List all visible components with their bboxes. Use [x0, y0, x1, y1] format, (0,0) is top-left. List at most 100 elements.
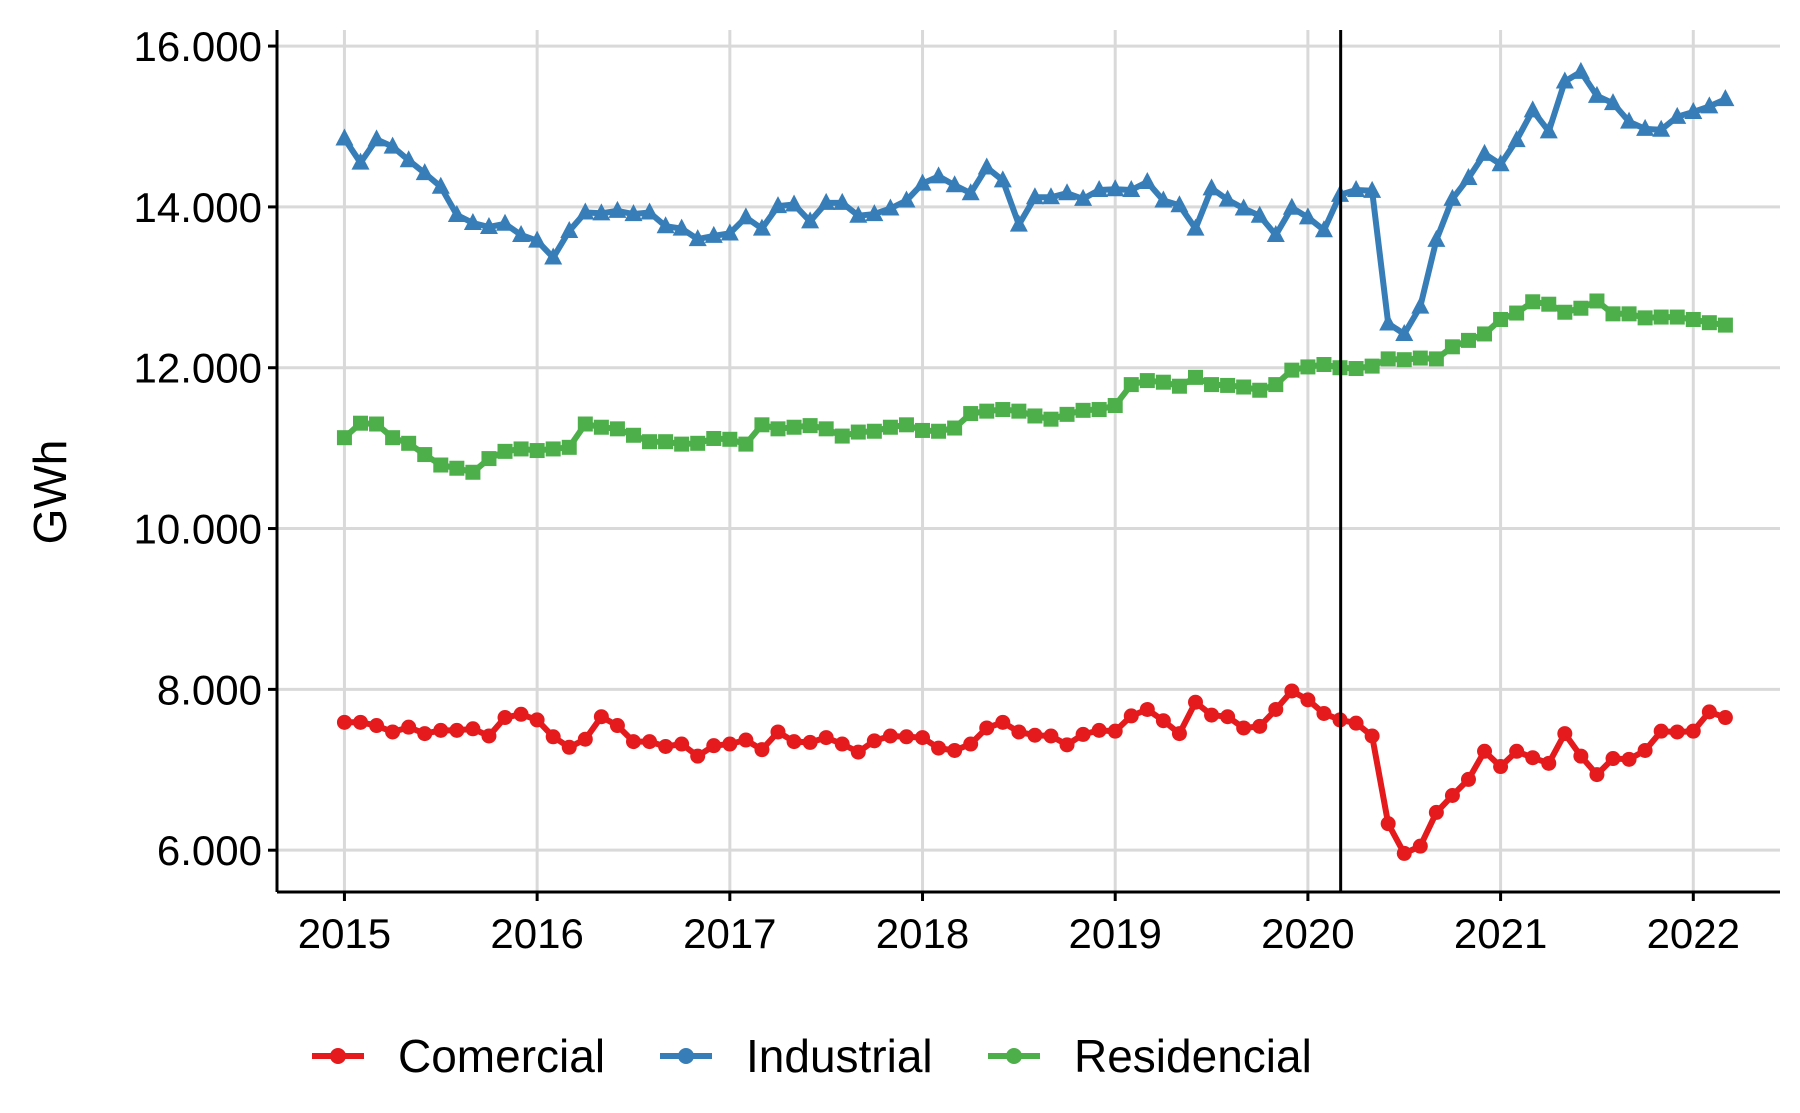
data-point-industrial	[576, 202, 595, 220]
data-point-residencial	[513, 441, 529, 457]
data-point-comercial	[1653, 723, 1669, 739]
data-point-industrial	[1443, 188, 1462, 206]
data-point-industrial	[752, 218, 771, 236]
data-point-industrial	[961, 183, 980, 201]
data-point-residencial	[1685, 311, 1701, 327]
data-point-residencial	[802, 418, 818, 434]
legend-swatch-marker	[330, 1048, 346, 1064]
data-point-industrial	[1507, 130, 1526, 148]
data-point-comercial	[1396, 845, 1412, 861]
data-point-industrial	[367, 129, 386, 147]
data-point-industrial	[720, 223, 739, 241]
data-point-residencial	[642, 434, 658, 450]
data-point-comercial	[417, 726, 433, 742]
data-point-comercial	[1637, 742, 1653, 758]
data-point-comercial	[802, 734, 818, 750]
data-point-industrial	[447, 204, 466, 222]
data-point-comercial	[1252, 718, 1268, 734]
data-point-industrial	[512, 225, 531, 243]
data-point-comercial	[497, 710, 513, 726]
data-point-industrial	[383, 136, 402, 154]
data-point-residencial	[1107, 398, 1123, 414]
data-point-comercial	[995, 714, 1011, 730]
legend-item-comercial: Comercial	[312, 1030, 605, 1082]
data-point-residencial	[1460, 332, 1476, 348]
data-point-industrial	[1379, 313, 1398, 331]
data-point-comercial	[1573, 748, 1589, 764]
data-point-industrial	[592, 203, 611, 221]
data-point-comercial	[369, 718, 385, 734]
data-point-comercial	[1525, 750, 1541, 766]
data-point-industrial	[1234, 198, 1253, 216]
data-point-residencial	[947, 420, 963, 436]
data-point-industrial	[801, 211, 820, 229]
data-point-residencial	[449, 460, 465, 476]
data-point-industrial	[1491, 154, 1510, 172]
data-point-comercial	[1621, 751, 1637, 767]
data-point-comercial	[850, 744, 866, 760]
legend-label: Residencial	[1074, 1030, 1312, 1082]
y-tick-label: 8.000	[157, 666, 262, 713]
data-point-industrial	[1009, 214, 1028, 232]
data-point-residencial	[674, 436, 690, 452]
data-point-residencial	[1284, 362, 1300, 378]
data-point-industrial	[560, 221, 579, 239]
data-point-comercial	[545, 729, 561, 745]
data-point-comercial	[979, 720, 995, 736]
data-point-residencial	[1557, 304, 1573, 320]
data-point-residencial	[738, 436, 754, 452]
data-point-industrial	[1603, 93, 1622, 111]
data-point-industrial	[1282, 197, 1301, 215]
data-point-industrial	[1668, 106, 1687, 124]
data-point-residencial	[1444, 339, 1460, 355]
data-point-industrial	[335, 128, 354, 146]
data-point-industrial	[463, 212, 482, 230]
y-tick-label: 6.000	[157, 827, 262, 874]
data-point-residencial	[1059, 406, 1075, 422]
y-tick-label: 10.000	[134, 506, 262, 553]
data-point-industrial	[1186, 218, 1205, 236]
data-point-industrial	[351, 152, 370, 170]
data-point-comercial	[834, 736, 850, 752]
data-point-industrial	[929, 166, 948, 184]
data-point-residencial	[1123, 377, 1139, 393]
data-point-residencial	[385, 430, 401, 446]
data-point-industrial	[496, 213, 515, 231]
data-point-residencial	[465, 464, 481, 480]
data-point-residencial	[850, 424, 866, 440]
data-point-industrial	[1700, 96, 1719, 114]
data-point-industrial	[817, 192, 836, 210]
data-point-industrial	[1571, 61, 1590, 79]
data-point-residencial	[625, 427, 641, 443]
y-axis-title: GWh	[24, 440, 76, 545]
data-point-residencial	[786, 419, 802, 435]
data-point-industrial	[1363, 180, 1382, 198]
data-point-industrial	[479, 217, 498, 235]
data-point-comercial	[1220, 709, 1236, 725]
data-point-residencial	[1525, 294, 1541, 310]
data-point-industrial	[1138, 171, 1157, 189]
data-point-industrial	[913, 173, 932, 191]
data-point-residencial	[1380, 351, 1396, 367]
data-point-industrial	[1684, 102, 1703, 120]
data-point-comercial	[1123, 708, 1139, 724]
data-point-comercial	[642, 734, 658, 750]
data-point-residencial	[1412, 350, 1428, 366]
data-point-residencial	[1252, 382, 1268, 398]
series-layer	[335, 61, 1735, 861]
data-point-comercial	[1669, 724, 1685, 740]
data-point-comercial	[1171, 726, 1187, 742]
x-tick-label: 2016	[490, 910, 583, 957]
data-point-industrial	[1427, 229, 1446, 247]
data-point-industrial	[945, 175, 964, 193]
data-point-residencial	[658, 434, 674, 450]
data-point-residencial	[1509, 305, 1525, 321]
data-point-residencial	[882, 419, 898, 435]
data-point-industrial	[1555, 71, 1574, 89]
axes	[268, 30, 1780, 901]
data-point-comercial	[1493, 759, 1509, 775]
data-point-industrial	[544, 247, 563, 265]
data-point-residencial	[1300, 359, 1316, 375]
data-point-residencial	[1043, 411, 1059, 427]
